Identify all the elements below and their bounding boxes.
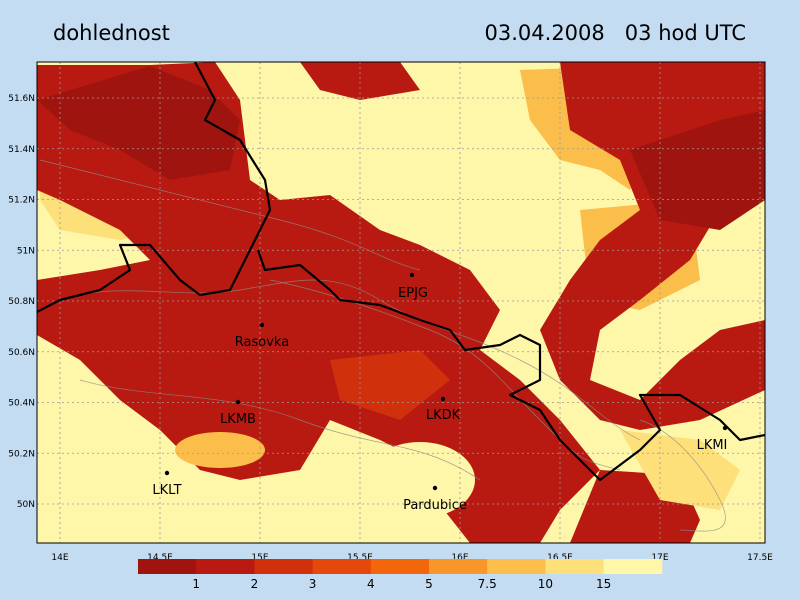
station-dot	[409, 272, 415, 278]
colorbar-label: 2	[251, 577, 259, 591]
colorbar-box	[487, 559, 546, 574]
border	[256, 249, 765, 482]
field	[175, 432, 265, 468]
colorbar-box	[138, 559, 197, 574]
field	[630, 110, 765, 230]
lon-tick-label: 16.5E	[547, 553, 573, 563]
station-label: LKMB	[220, 412, 256, 427]
ticks: 14E 14.5E 15E 15.5E 16E 16.5E 17E 17.5E 51.6N 51.…	[8, 94, 773, 563]
colorbar-label: 5	[425, 577, 433, 591]
field	[37, 66, 240, 180]
contour	[79, 379, 481, 481]
station-dot	[722, 425, 728, 431]
lon-tick-label: 15E	[251, 553, 268, 563]
map-title: dohlednost	[53, 21, 170, 45]
station-label: LKDK	[426, 408, 461, 423]
lat-tick-label: 51.4N	[8, 145, 35, 155]
map-time: 03.04.2008 03 hod UTC	[485, 21, 746, 45]
colorbar-box	[254, 559, 314, 574]
lon-tick-label: 15.5E	[347, 553, 373, 563]
colorbar-box	[312, 559, 372, 574]
stations: EPJG Rasovka LKMB LKDK LKMI LKLT Pardubice	[152, 272, 728, 513]
lat-tick-label: 50N	[17, 500, 35, 510]
colorbar-label: 1	[192, 577, 200, 591]
lon-tick-label: 17E	[651, 553, 668, 563]
colorbar-label: 7.5	[478, 577, 497, 591]
contour	[59, 279, 641, 441]
contour	[269, 279, 621, 471]
station-label: LKMI	[697, 438, 728, 453]
station-label: LKLT	[152, 483, 181, 498]
colorbar: 1 2 3 4 5 7.5 10 15	[138, 559, 663, 591]
lat-tick-label: 50.8N	[8, 297, 35, 307]
colorbar-box	[196, 559, 255, 574]
colorbar-label: 10	[538, 577, 553, 591]
lon-tick-label: 17.5E	[747, 553, 773, 563]
station-label: Pardubice	[403, 498, 467, 513]
border	[37, 62, 272, 313]
station-dot	[164, 470, 170, 476]
field	[350, 120, 540, 230]
lat-tick-label: 50.6N	[8, 348, 35, 358]
contour	[39, 159, 421, 271]
lat-tick-label: 50.2N	[8, 449, 35, 459]
colorbar-box	[603, 559, 663, 574]
colorbar-box	[545, 559, 605, 574]
colorbar-label: 15	[596, 577, 611, 591]
station-dot	[440, 396, 446, 402]
lat-tick-label: 51.6N	[8, 94, 35, 104]
map-frame	[36, 61, 766, 544]
station-label: EPJG	[398, 286, 428, 301]
colorbar-label: 3	[309, 577, 317, 591]
field	[37, 62, 600, 543]
field	[365, 442, 475, 518]
lon-tick-label: 16E	[451, 553, 468, 563]
station-dot	[259, 322, 265, 328]
lon-tick-label: 14.5E	[147, 553, 173, 563]
map-area	[37, 62, 765, 543]
colorbar-box	[429, 559, 488, 574]
field	[620, 430, 740, 510]
colorbar-label: 4	[367, 577, 375, 591]
station-dot	[235, 399, 241, 405]
graticule	[37, 62, 765, 543]
colorbar-box	[370, 559, 430, 574]
lat-tick-label: 51N	[17, 246, 35, 256]
station-dot	[432, 485, 438, 491]
contour	[639, 419, 726, 532]
lon-tick-label: 14E	[51, 553, 68, 563]
field	[37, 420, 200, 543]
station-label: Rasovka	[235, 335, 289, 350]
lat-tick-label: 50.4N	[8, 399, 35, 409]
lat-tick-label: 51.2N	[8, 196, 35, 206]
field	[300, 62, 420, 100]
